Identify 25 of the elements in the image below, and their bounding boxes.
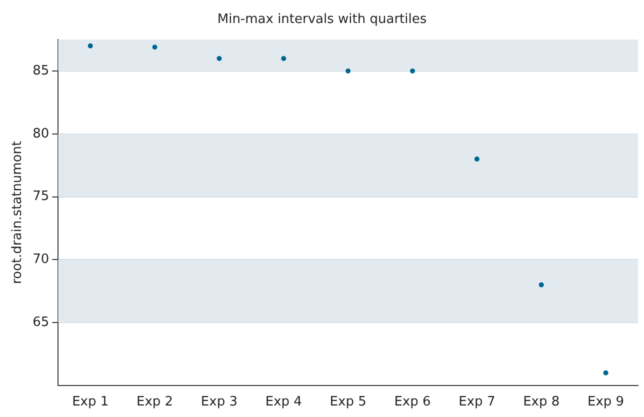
point: [216, 56, 222, 61]
x-tick-label: Exp 9: [588, 394, 624, 410]
x-tick-label: Exp 3: [200, 394, 238, 410]
x-tick-label: Exp 2: [136, 394, 174, 410]
point: [152, 44, 158, 50]
y-tick-label: 85: [32, 63, 50, 78]
x-tick-label: Exp 8: [523, 394, 560, 410]
chart-title: Min-max intervals with quartiles: [217, 12, 427, 28]
point: [281, 56, 286, 61]
point: [346, 68, 351, 74]
point: [88, 43, 93, 48]
y-tick-label: 70: [32, 252, 50, 268]
x-tick-label: Exp 7: [458, 394, 496, 410]
y-axis-title: root.drain.statnumont: [10, 140, 26, 284]
point: [410, 68, 415, 74]
y-tick-label: 80: [32, 126, 50, 142]
x-tick-label: Exp 6: [394, 394, 431, 410]
point: [603, 370, 608, 376]
y-tick-label: 75: [32, 189, 50, 204]
point: [538, 282, 544, 288]
x-tick-label: Exp 4: [265, 394, 302, 410]
point: [474, 156, 480, 162]
y-tick-label: 65: [32, 314, 50, 330]
x-tick-label: Exp 5: [330, 394, 366, 410]
x-tick-label: Exp 1: [72, 394, 109, 410]
